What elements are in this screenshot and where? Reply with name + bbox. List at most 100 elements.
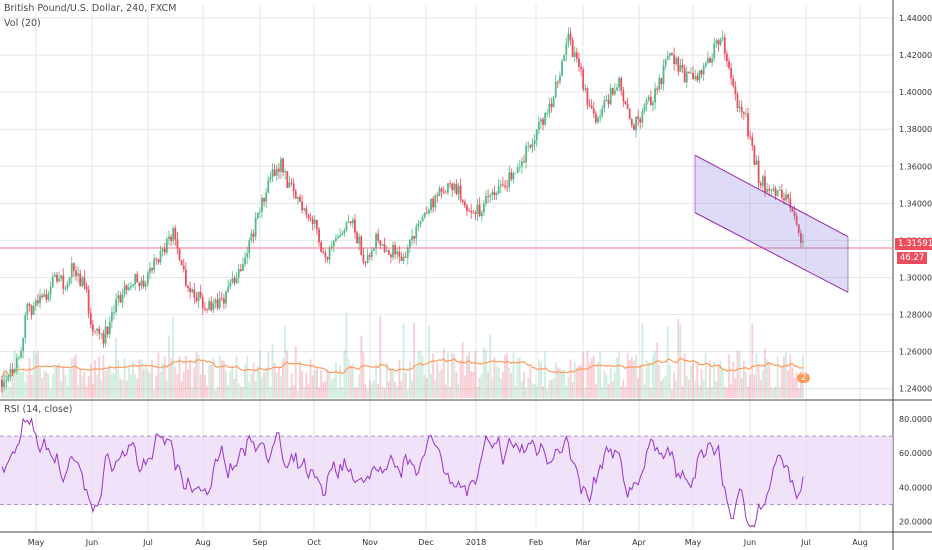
rsi-indicator-label[interactable]: RSI (14, close) [4,404,73,415]
candle-body [654,88,656,103]
candle-body [191,289,194,292]
volume-bar [400,380,403,398]
volume-bar [385,362,388,398]
volume-bar [523,371,525,398]
candle-body [501,184,504,186]
volume-bar [637,378,640,398]
x-tick-label: 2018 [466,538,486,547]
volume-bar [554,362,557,398]
volume-bar [231,365,234,398]
candle-body [45,293,48,300]
candle-body [316,219,318,230]
candle-body [601,108,604,117]
candle-body [214,299,217,304]
volume-bar [772,388,775,398]
volume-bar [761,370,764,398]
volume-bar [799,371,802,398]
candle-body [110,312,113,322]
volume-bar [246,356,249,398]
volume-bar [273,362,276,398]
candle-body [544,113,547,125]
volume-bar [542,386,544,398]
volume-bar [571,382,574,398]
volume-bar [110,372,113,398]
volume-bar [132,362,134,398]
candle-body [227,286,230,292]
volume-bar [575,367,578,398]
candle-body [311,218,314,224]
volume-bar [537,359,540,398]
candle-body [341,233,344,236]
volume-bar [299,361,301,398]
candle-body [624,101,627,104]
candle-body [599,116,602,118]
volume-bar [567,376,570,398]
candle-body [261,197,263,213]
volume-bar [656,342,659,398]
volume-bar [396,385,399,398]
candle-body [208,301,211,310]
candle-body [248,240,251,254]
candle-body [527,145,530,147]
candle-body [49,287,52,295]
candle-body [434,195,437,208]
volume-bar [373,380,375,398]
volume-bar [26,374,29,398]
volume-bar [161,363,164,398]
candle-body [184,269,187,286]
volume-bar [239,386,242,398]
volume-bar [94,360,96,398]
candle-body [630,119,633,125]
volume-bar [32,350,35,398]
candle-body [379,240,382,246]
candle-body [34,300,37,306]
volume-bar [174,366,177,398]
candle-body [277,168,280,172]
candle-body [28,303,31,306]
candle-body [301,201,304,211]
volume-bar [535,386,538,398]
candle-body [799,232,802,243]
candle-body [694,76,697,80]
volume-bar [795,372,798,398]
candle-body [244,257,246,265]
volume-bar [675,380,678,398]
volume-bar [738,350,741,398]
volume-bar [721,369,724,398]
volume-bar [119,378,122,398]
candle-body [745,113,747,115]
rsi-tick-label: 40.0000 [899,483,932,492]
candle-body [721,37,724,40]
candle-body [216,299,219,308]
trend-channel-fill [695,155,848,293]
candle-body [770,190,773,191]
candle-body [618,77,621,88]
candle-body [351,219,354,224]
volume-bar [98,356,101,398]
candle-body [594,113,597,123]
candle-body [616,87,618,91]
candle-body [466,205,468,211]
candle-body [647,96,650,101]
candle-body [117,295,120,299]
volume-bar [624,387,627,398]
volume-bar [736,350,739,398]
volume-bar [364,384,367,398]
volume-bar [195,352,198,398]
volume-bar [512,352,515,398]
volume-bar [563,369,566,398]
candle-body [675,57,678,65]
volume-bar [609,367,612,398]
volume-indicator-label[interactable]: Vol (20) [4,18,41,29]
volume-bar [548,380,551,398]
candle-body [37,300,39,304]
volume-bar [706,387,709,398]
candle-body [795,215,798,225]
volume-bar [451,352,454,398]
volume-bar [423,375,426,398]
candle-body [531,143,534,148]
candle-body [206,309,208,311]
candle-body [753,145,756,165]
volume-bar [734,377,737,398]
volume-bar [383,387,386,398]
